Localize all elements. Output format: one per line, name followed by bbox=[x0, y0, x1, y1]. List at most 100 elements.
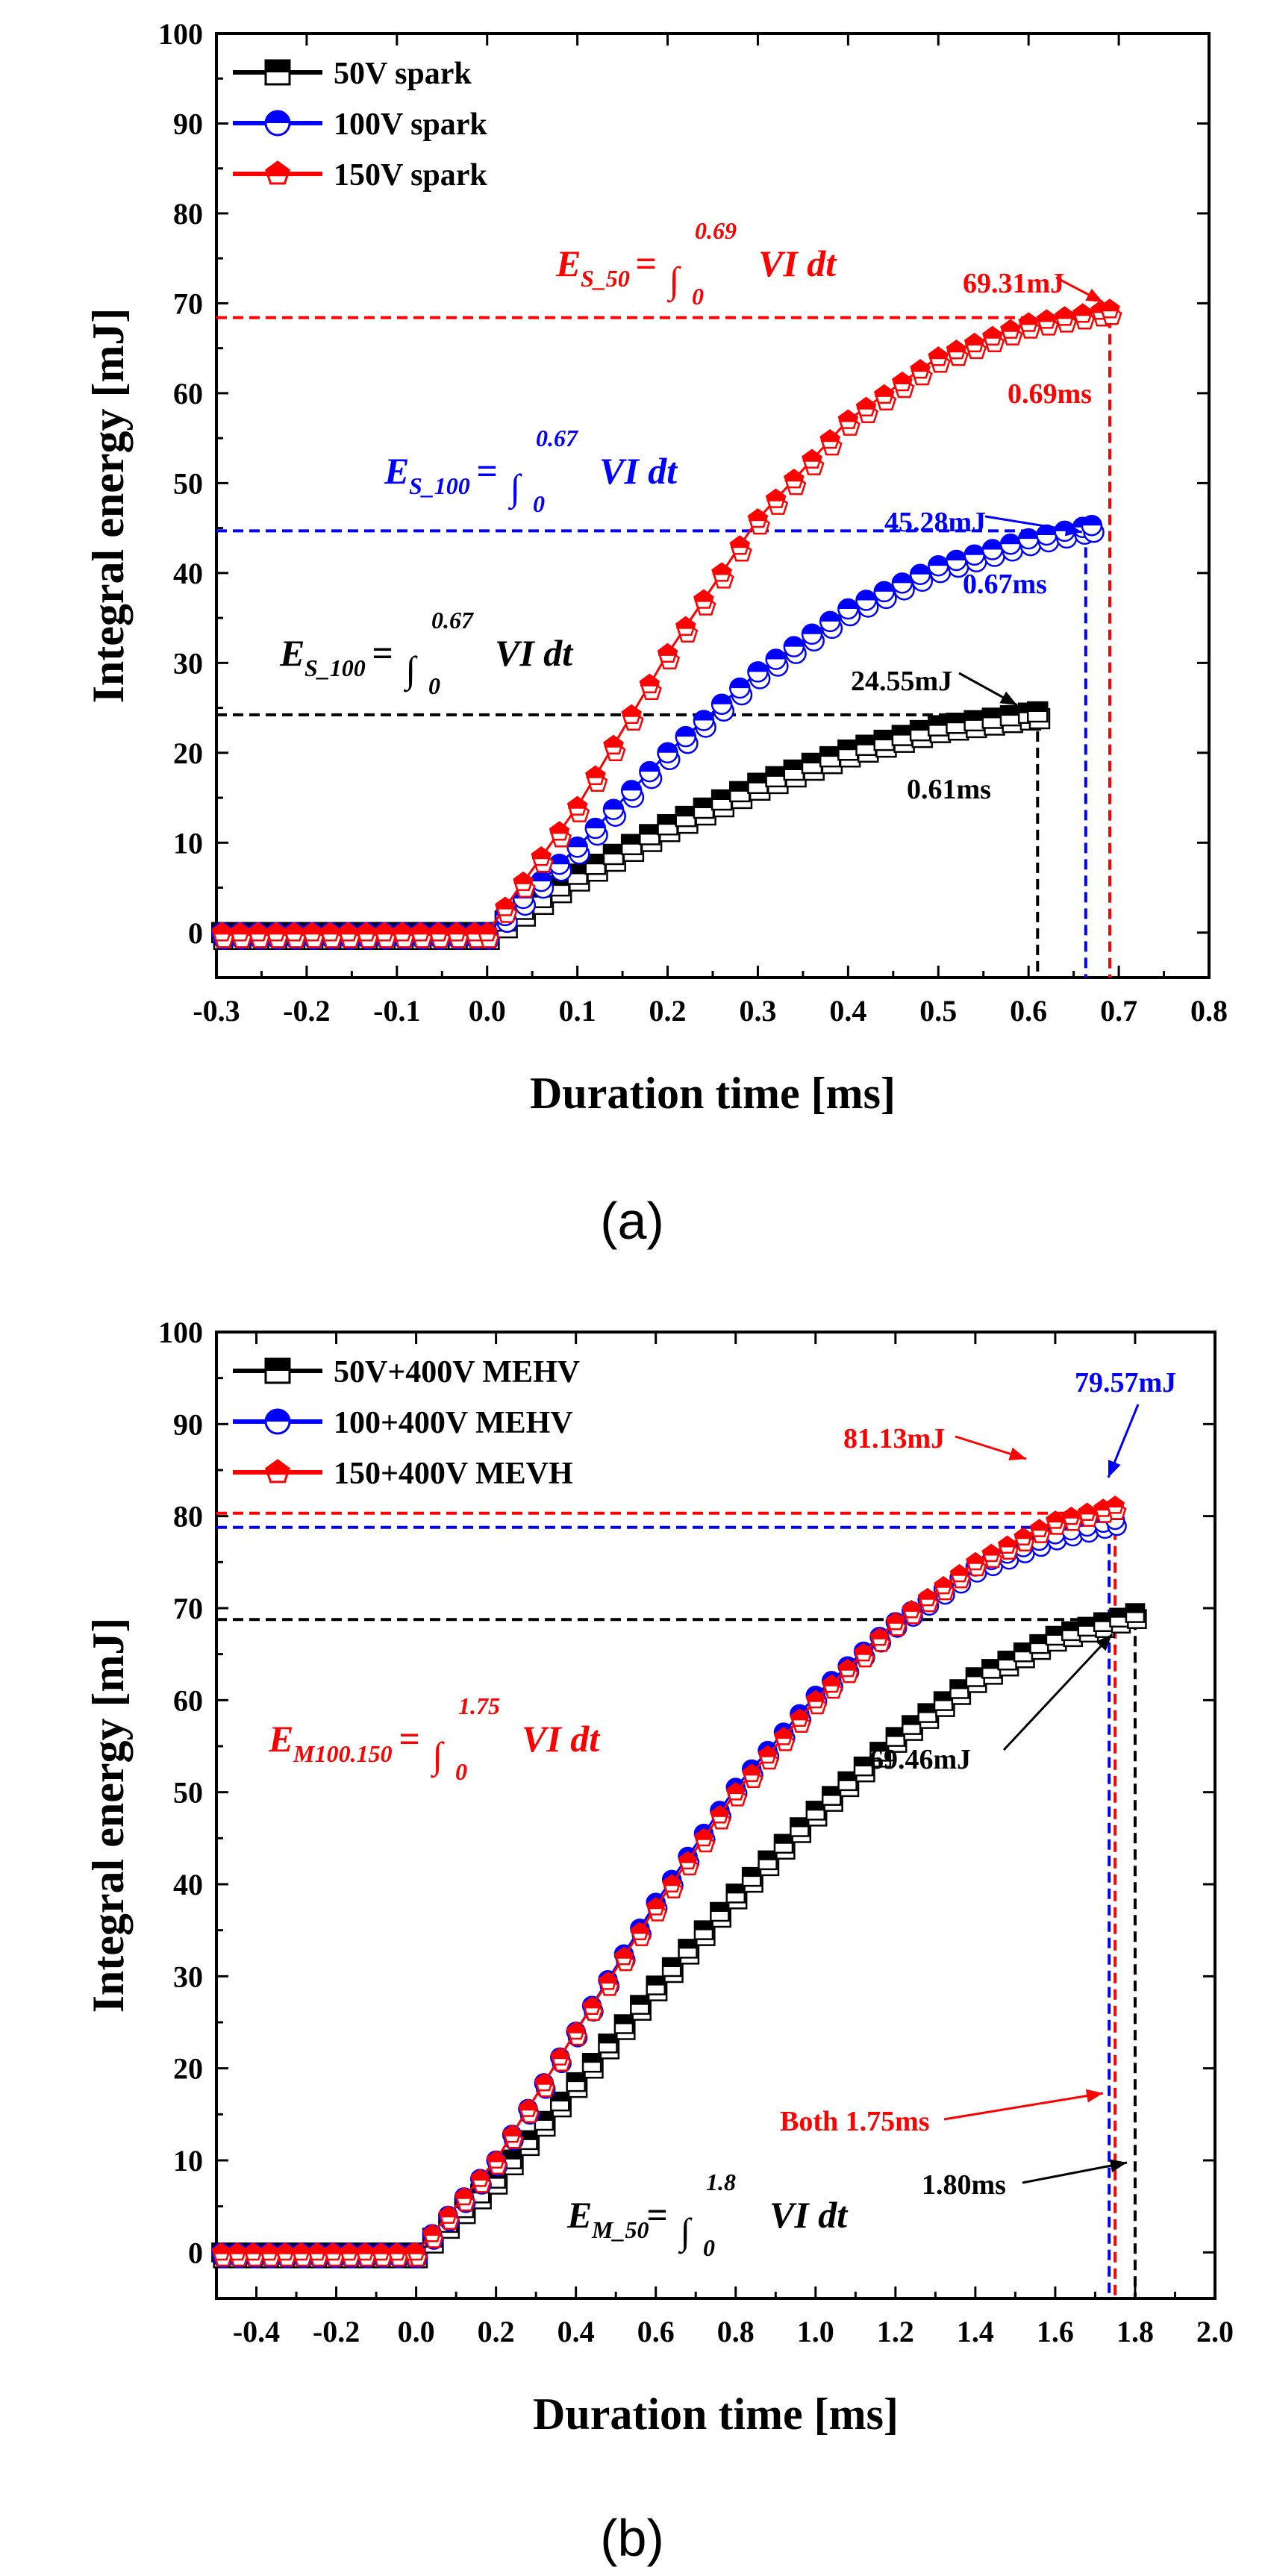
legend-marker-fill bbox=[266, 111, 290, 123]
data-point-fill bbox=[749, 509, 767, 522]
annotation-label: 0.67ms bbox=[963, 569, 1047, 600]
legend-label: 100V spark bbox=[334, 107, 487, 142]
data-point-fill bbox=[1078, 1617, 1096, 1627]
data-point-fill bbox=[567, 837, 587, 848]
equation-integrand: VI dt bbox=[599, 450, 678, 492]
data-point-fill bbox=[874, 731, 894, 741]
data-point-fill bbox=[820, 430, 840, 443]
data-point-fill bbox=[585, 819, 605, 829]
data-point-fill bbox=[567, 2022, 585, 2033]
annotation-arrow bbox=[1107, 1404, 1140, 1478]
data-point-fill bbox=[599, 2034, 617, 2044]
equation-symbol: E bbox=[566, 2194, 592, 2236]
x-tick-label: 1.6 bbox=[1037, 2315, 1074, 2348]
x-tick-label: 1.4 bbox=[957, 2315, 994, 2348]
data-point-fill bbox=[855, 1644, 872, 1655]
data-point-fill bbox=[550, 822, 569, 834]
equation-upper-limit: 1.8 bbox=[706, 2169, 736, 2195]
x-tick-label: 0.6 bbox=[637, 2315, 675, 2348]
data-point-fill bbox=[982, 540, 1002, 550]
equation-s100-black: E S_100 = ∫ 0.67 0 VI dt bbox=[279, 607, 574, 699]
data-point-fill bbox=[496, 898, 515, 910]
data-point-fill bbox=[875, 385, 894, 397]
data-point-fill bbox=[249, 922, 267, 935]
data-point-fill bbox=[604, 799, 623, 810]
x-axis-label: Duration time [ms] bbox=[530, 1069, 896, 1118]
data-point-fill bbox=[640, 762, 660, 772]
data-point-fill bbox=[838, 1772, 857, 1781]
x-tick-label: 0.7 bbox=[1100, 994, 1137, 1028]
equation-subscript: S_100 bbox=[409, 472, 470, 499]
data-point-fill bbox=[911, 721, 931, 731]
data-point-fill bbox=[892, 573, 912, 584]
data-point-fill bbox=[1001, 534, 1020, 545]
data-point-fill bbox=[407, 2243, 425, 2254]
data-point-fill bbox=[513, 872, 533, 884]
data-point-fill bbox=[1001, 706, 1020, 716]
data-point-fill bbox=[727, 1783, 745, 1795]
data-point-fill bbox=[928, 716, 949, 726]
x-tick-label: 1.2 bbox=[877, 2315, 914, 2348]
data-point-fill bbox=[531, 872, 552, 882]
data-point-fill bbox=[1046, 1511, 1064, 1523]
data-point-fill bbox=[231, 922, 249, 935]
data-point-fill bbox=[585, 854, 605, 865]
data-point-fill bbox=[549, 854, 569, 865]
y-tick-label: 20 bbox=[173, 737, 203, 770]
data-point-fill bbox=[902, 1601, 920, 1612]
data-point-fill bbox=[902, 1716, 921, 1725]
data-point-fill bbox=[855, 1757, 873, 1767]
data-point-fill bbox=[471, 2169, 489, 2181]
data-point-fill bbox=[693, 798, 713, 809]
data-point-fill bbox=[1030, 1635, 1049, 1645]
data-point-fill bbox=[410, 922, 430, 935]
data-point-fill bbox=[730, 536, 749, 548]
equation-integral: ∫ bbox=[678, 2210, 693, 2254]
y-tick-label: 90 bbox=[173, 107, 203, 140]
data-point-fill bbox=[766, 649, 786, 660]
y-tick-label: 80 bbox=[173, 197, 203, 231]
data-point-fill bbox=[857, 398, 875, 410]
data-point-fill bbox=[284, 922, 304, 935]
equation-symbol: E bbox=[555, 243, 581, 284]
data-point-fill bbox=[784, 760, 804, 770]
x-tick-label: 0.2 bbox=[649, 994, 687, 1028]
data-point-fill bbox=[748, 773, 768, 784]
data-point-fill bbox=[676, 617, 696, 629]
data-point-fill bbox=[604, 844, 623, 854]
series-0 bbox=[211, 701, 1051, 951]
annotation-label: Both 1.75ms bbox=[780, 2106, 930, 2137]
data-point-fill bbox=[822, 1675, 840, 1686]
data-point-fill bbox=[1073, 304, 1093, 316]
legend: 50V+400V MEHV 100+400V MEHV 150+400V MEVH bbox=[233, 1355, 580, 1491]
data-point-fill bbox=[934, 1692, 953, 1701]
y-tick-label: 50 bbox=[173, 1776, 203, 1810]
x-tick-label: 0.4 bbox=[557, 2315, 595, 2348]
data-point-fill bbox=[790, 1818, 809, 1828]
data-point-fill bbox=[646, 1976, 665, 1986]
data-point-fill bbox=[640, 825, 660, 835]
equation-subscript: S_100 bbox=[304, 654, 366, 681]
data-point-fill bbox=[946, 713, 966, 724]
data-point-fill bbox=[1106, 1496, 1124, 1508]
y-tick-label: 10 bbox=[173, 2144, 203, 2178]
data-point-fill bbox=[675, 807, 696, 817]
annotation-label: 69.31mJ bbox=[963, 268, 1064, 299]
data-point-fill bbox=[503, 2125, 521, 2136]
x-tick-label: 0.8 bbox=[717, 2315, 755, 2348]
annotation-label: 69.46mJ bbox=[869, 1744, 971, 1775]
x-tick-label: 0.0 bbox=[469, 994, 506, 1028]
y-tick-label: 20 bbox=[173, 2052, 203, 2086]
annotation-arrow-line bbox=[1022, 2161, 1128, 2184]
data-point-fill bbox=[695, 1829, 713, 1840]
data-point-fill bbox=[839, 410, 858, 422]
annotation-arrow-line bbox=[1002, 1633, 1113, 1751]
data-point-fill bbox=[730, 678, 750, 689]
data-point-fill bbox=[622, 834, 642, 845]
data-point-fill bbox=[892, 725, 912, 736]
data-point-fill bbox=[519, 2099, 537, 2111]
data-point-fill bbox=[748, 662, 768, 672]
legend-marker-fill bbox=[266, 1410, 290, 1422]
data-point-fill bbox=[784, 637, 804, 647]
data-point-fill bbox=[1028, 701, 1048, 712]
